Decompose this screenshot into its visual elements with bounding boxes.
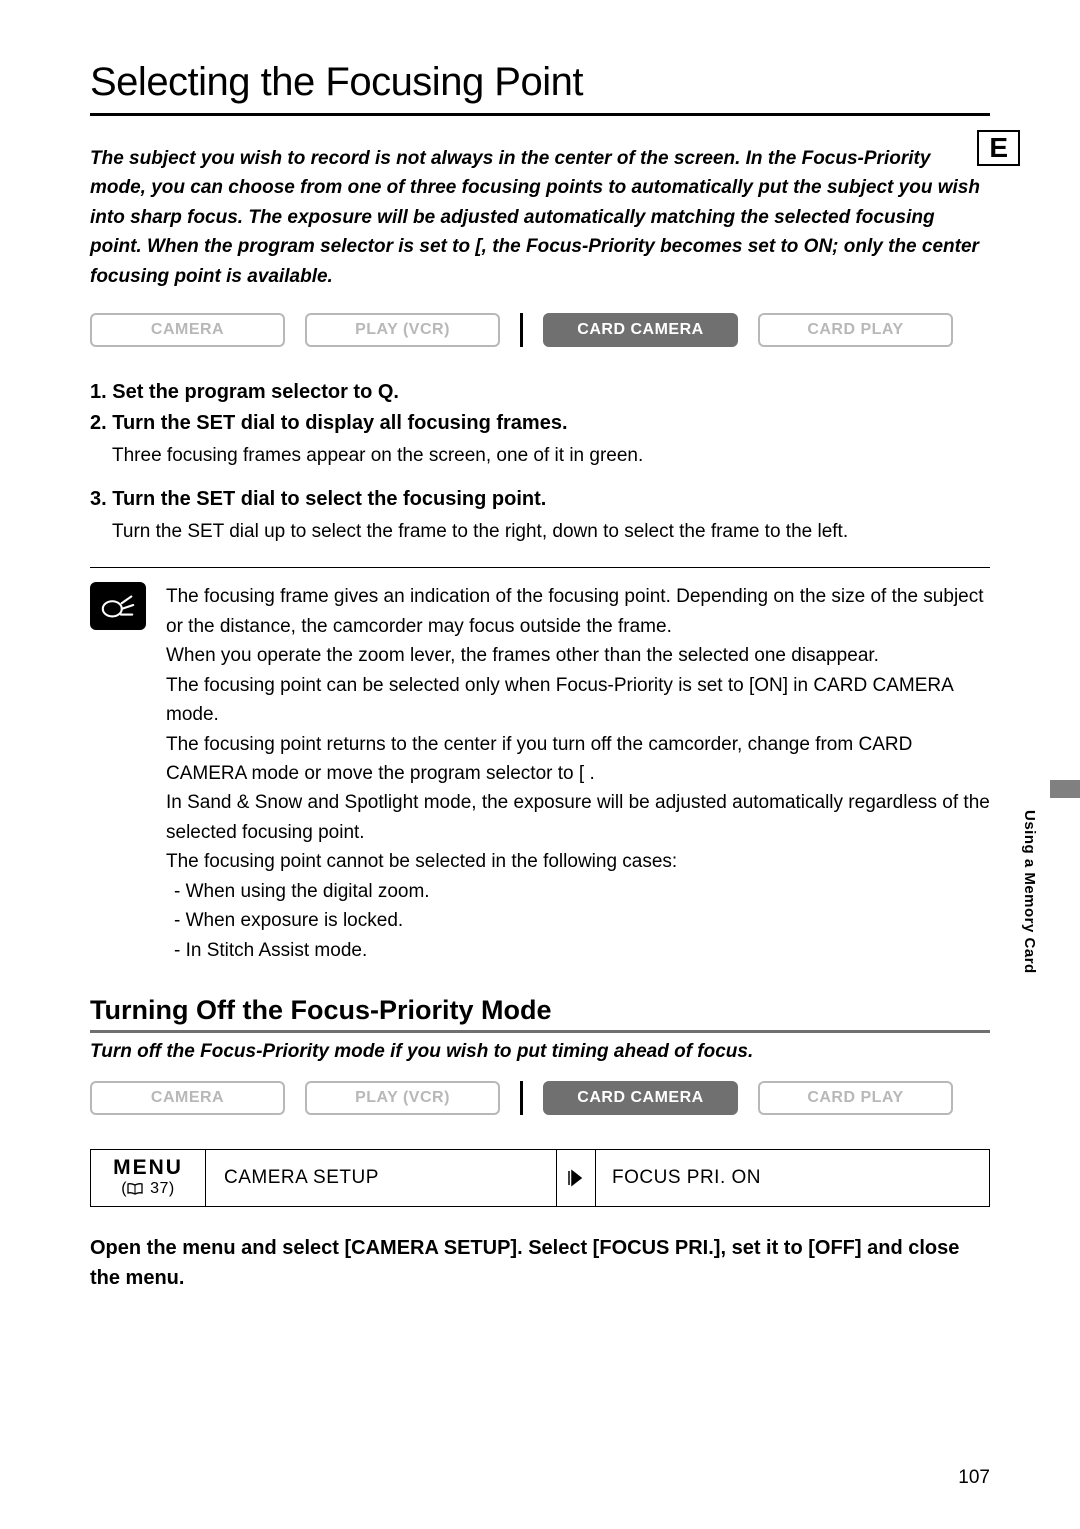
menu-setup: CAMERA SETUP [206, 1150, 556, 1206]
side-marker [1050, 780, 1080, 798]
page-title: Selecting the Focusing Point [90, 60, 990, 116]
note-item: The focusing point returns to the center… [166, 730, 990, 789]
note-body: The focusing frame gives an indication o… [166, 582, 990, 965]
book-icon [127, 1182, 143, 1200]
mode-card-play: CARD PLAY [758, 313, 953, 347]
section-subtitle: Turn off the Focus-Priority mode if you … [90, 1041, 990, 1063]
note-bullet: - When using the digital zoom. [166, 877, 990, 906]
intro-paragraph: The subject you wish to record is not al… [90, 144, 990, 291]
mode-row-1: CAMERA PLAY (VCR) CARD CAMERA CARD PLAY [90, 313, 990, 347]
step-3-sub: Turn the SET dial up to select the frame… [90, 519, 990, 546]
step-3: 3. Turn the SET dial to select the focus… [90, 488, 990, 511]
menu-page-ref: 37 [150, 1180, 169, 1197]
note-item: The focusing point can be selected only … [166, 671, 990, 730]
note-item: The focusing point cannot be selected in… [166, 847, 990, 876]
note-bullet: - When exposure is locked. [166, 906, 990, 935]
note-block: The focusing frame gives an indication o… [90, 567, 990, 965]
mode-separator [520, 313, 523, 347]
menu-label: MENU ( 37) [91, 1150, 206, 1206]
note-icon [90, 582, 146, 630]
page-number: 107 [958, 1467, 990, 1489]
step-1: 1. Set the program selector to Q. [90, 381, 990, 404]
mode-play-vcr: PLAY (VCR) [305, 1081, 500, 1115]
mode-card-play: CARD PLAY [758, 1081, 953, 1115]
language-indicator: E [977, 130, 1020, 166]
mode-camera: CAMERA [90, 1081, 285, 1115]
mode-play-vcr: PLAY (VCR) [305, 313, 500, 347]
mode-row-2: CAMERA PLAY (VCR) CARD CAMERA CARD PLAY [90, 1081, 990, 1115]
step-2-sub: Three focusing frames appear on the scre… [90, 443, 990, 470]
mode-card-camera: CARD CAMERA [543, 1081, 738, 1115]
step-2: 2. Turn the SET dial to display all focu… [90, 412, 990, 435]
final-instruction: Open the menu and select [CAMERA SETUP].… [90, 1233, 990, 1293]
menu-value: FOCUS PRI. ON [596, 1150, 989, 1206]
arrow-right-icon [556, 1150, 596, 1206]
step-list: 1. Set the program selector to Q. 2. Tur… [90, 381, 990, 545]
menu-word: MENU [113, 1156, 183, 1180]
mode-separator [520, 1081, 523, 1115]
note-item: When you operate the zoom lever, the fra… [166, 641, 990, 670]
mode-card-camera: CARD CAMERA [543, 313, 738, 347]
note-item: In Sand & Snow and Spotlight mode, the e… [166, 788, 990, 847]
note-bullet: - In Stitch Assist mode. [166, 936, 990, 965]
menu-ref: ( 37) [121, 1180, 174, 1200]
side-tab-label: Using a Memory Card [1021, 810, 1038, 974]
note-item: The focusing frame gives an indication o… [166, 582, 990, 641]
section-title: Turning Off the Focus-Priority Mode [90, 995, 990, 1033]
mode-camera: CAMERA [90, 313, 285, 347]
menu-path-bar: MENU ( 37) CAMERA SETUP FOCUS PRI. ON [90, 1149, 990, 1207]
